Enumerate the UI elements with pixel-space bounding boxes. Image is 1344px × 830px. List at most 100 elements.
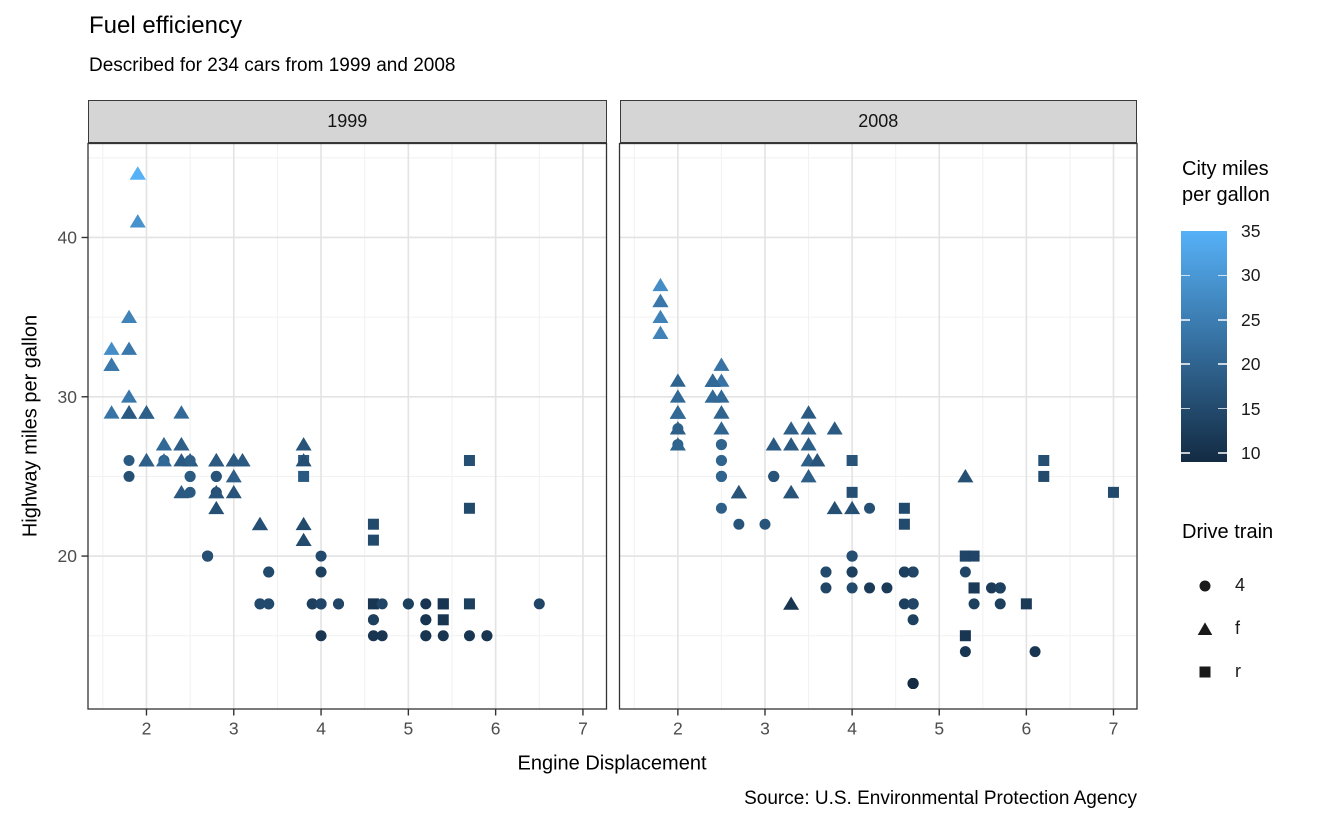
y-axis-tick-label: 30 (58, 387, 78, 407)
data-point (826, 500, 843, 515)
data-point (898, 566, 910, 578)
colorbar-tick (1181, 363, 1190, 366)
data-point (376, 630, 388, 642)
x-axis-tick-label: 2 (142, 719, 152, 739)
data-point (437, 614, 449, 626)
legend-item-label: f (1235, 618, 1241, 638)
colorbar-tick (1181, 407, 1190, 410)
y-axis-tick-label: 40 (58, 227, 78, 247)
data-point (907, 598, 919, 610)
data-point (315, 630, 327, 642)
data-point (783, 484, 800, 499)
data-point (225, 453, 242, 467)
data-point (463, 502, 475, 514)
data-point (907, 566, 919, 578)
colorbar-tick-label: 25 (1241, 309, 1261, 330)
data-point (800, 437, 817, 451)
data-point (986, 582, 998, 594)
colorbar-tick-label: 35 (1241, 221, 1261, 241)
data-point (173, 437, 190, 451)
data-point (103, 341, 120, 355)
data-point (669, 437, 686, 451)
colorbar-tick (1181, 452, 1190, 454)
data-point (225, 469, 242, 483)
data-point (715, 502, 727, 514)
triangle-marker-icon (1197, 621, 1213, 635)
y-axis-tick-label: 20 (58, 546, 78, 566)
data-point (768, 470, 780, 482)
data-point (103, 357, 120, 371)
x-axis-tick-label: 5 (934, 719, 944, 739)
data-point (184, 486, 196, 498)
data-point (210, 470, 222, 482)
legend-item-label: r (1235, 661, 1241, 681)
data-point (254, 598, 266, 610)
data-point (437, 630, 449, 642)
data-point (367, 598, 379, 610)
data-point (184, 454, 196, 466)
colorbar-tick-label: 30 (1241, 265, 1261, 286)
panel-background (88, 143, 607, 709)
data-point (669, 373, 686, 387)
data-point (208, 500, 225, 515)
data-point (463, 598, 475, 610)
data-point (437, 598, 449, 610)
data-point (121, 309, 138, 324)
x-axis-tick-label: 6 (1021, 719, 1031, 739)
data-point (295, 516, 312, 531)
plot-subtitle: Described for 234 cars from 1999 and 200… (89, 55, 456, 76)
data-point (1020, 598, 1032, 610)
data-point (315, 598, 327, 610)
data-point (367, 518, 379, 530)
colorbar-tick-label: 15 (1241, 398, 1261, 419)
legend-item-label: 4 (1235, 575, 1246, 595)
data-point (173, 405, 190, 419)
colorbar-gradient (1181, 231, 1227, 462)
data-point (138, 453, 155, 467)
panel-background (619, 143, 1137, 709)
data-point (208, 484, 225, 499)
data-point (765, 437, 782, 451)
facet-strip-label: 2008 (858, 111, 899, 131)
data-point (846, 550, 858, 562)
x-axis-tick-label: 4 (847, 719, 857, 739)
data-point (898, 518, 910, 530)
x-axis-tick-label: 6 (491, 719, 501, 739)
data-point (844, 500, 861, 515)
data-point (155, 453, 172, 467)
x-axis-tick-label: 2 (673, 719, 683, 739)
colorbar-tick-label: 20 (1241, 354, 1261, 375)
x-axis-tick-label: 3 (229, 719, 239, 739)
data-point (783, 421, 800, 435)
x-axis-tick-label: 5 (403, 719, 413, 739)
x-axis-tick-label: 7 (1109, 719, 1119, 739)
facet-strip-label: 1999 (327, 111, 368, 131)
colorbar-legend-title: City miles per gallon (1182, 158, 1270, 206)
data-point (881, 582, 893, 594)
data-point (298, 470, 310, 482)
data-point (129, 166, 146, 180)
data-point (155, 437, 172, 451)
data-point (123, 470, 135, 482)
data-point (864, 582, 876, 594)
data-point (800, 405, 817, 419)
colorbar-legend: 35 30 25 20 15 10 (1181, 221, 1321, 464)
data-point (208, 453, 225, 467)
data-point (420, 614, 432, 626)
square-marker-icon (1199, 666, 1211, 677)
data-point (713, 389, 730, 403)
data-point (1107, 486, 1119, 498)
data-point (713, 421, 730, 435)
data-point (184, 470, 196, 482)
data-point (907, 678, 919, 690)
colorbar-tick-label: 10 (1241, 443, 1261, 464)
data-point (968, 550, 980, 562)
data-point (367, 614, 379, 626)
data-point (846, 566, 858, 578)
plot-title: Fuel efficiency (89, 12, 242, 39)
data-point (129, 214, 146, 228)
colorbar-tick (1218, 363, 1227, 366)
data-point (121, 405, 138, 419)
